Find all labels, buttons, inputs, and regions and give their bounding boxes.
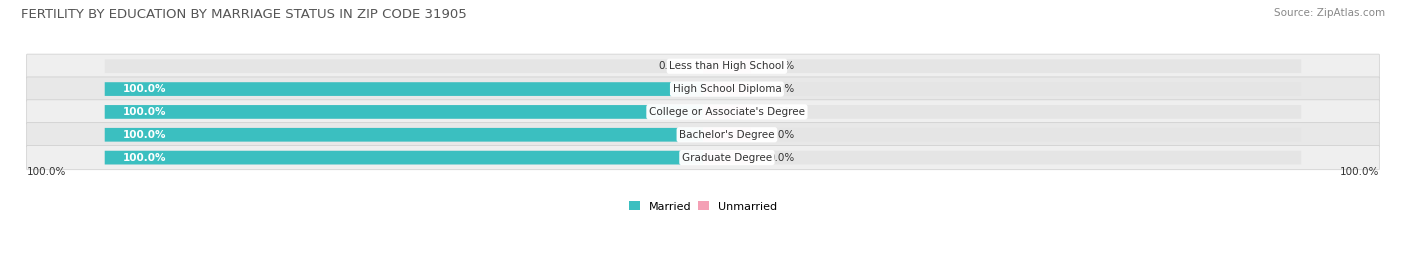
FancyBboxPatch shape [703,105,1302,119]
FancyBboxPatch shape [104,128,703,141]
FancyBboxPatch shape [104,82,703,96]
Legend: Married, Unmarried: Married, Unmarried [624,197,782,216]
FancyBboxPatch shape [104,151,703,164]
FancyBboxPatch shape [27,54,1379,78]
FancyBboxPatch shape [703,128,751,141]
FancyBboxPatch shape [104,128,703,141]
FancyBboxPatch shape [104,82,703,96]
Text: FERTILITY BY EDUCATION BY MARRIAGE STATUS IN ZIP CODE 31905: FERTILITY BY EDUCATION BY MARRIAGE STATU… [21,8,467,21]
FancyBboxPatch shape [104,105,703,119]
Text: Graduate Degree: Graduate Degree [682,153,772,163]
FancyBboxPatch shape [703,151,1302,164]
FancyBboxPatch shape [703,151,751,164]
FancyBboxPatch shape [703,59,1302,73]
Text: High School Diploma: High School Diploma [672,84,782,94]
Text: Bachelor's Degree: Bachelor's Degree [679,130,775,140]
Text: 0.0%: 0.0% [769,61,794,71]
FancyBboxPatch shape [703,82,1302,96]
Text: 0.0%: 0.0% [769,107,794,117]
FancyBboxPatch shape [104,105,703,119]
FancyBboxPatch shape [703,82,751,96]
FancyBboxPatch shape [703,59,751,73]
Text: Source: ZipAtlas.com: Source: ZipAtlas.com [1274,8,1385,18]
Text: 0.0%: 0.0% [769,153,794,163]
Text: 100.0%: 100.0% [27,167,66,177]
FancyBboxPatch shape [104,151,703,164]
Text: 100.0%: 100.0% [122,107,166,117]
FancyBboxPatch shape [703,105,751,119]
Text: 0.0%: 0.0% [659,61,685,71]
Text: 100.0%: 100.0% [122,153,166,163]
Text: 100.0%: 100.0% [122,84,166,94]
FancyBboxPatch shape [703,128,1302,141]
FancyBboxPatch shape [27,146,1379,170]
FancyBboxPatch shape [27,100,1379,124]
Text: College or Associate's Degree: College or Associate's Degree [650,107,804,117]
Text: 100.0%: 100.0% [1340,167,1379,177]
FancyBboxPatch shape [27,77,1379,101]
Text: 0.0%: 0.0% [769,84,794,94]
Text: 0.0%: 0.0% [769,130,794,140]
Text: Less than High School: Less than High School [669,61,785,71]
FancyBboxPatch shape [104,59,703,73]
FancyBboxPatch shape [27,123,1379,147]
Text: 100.0%: 100.0% [122,130,166,140]
